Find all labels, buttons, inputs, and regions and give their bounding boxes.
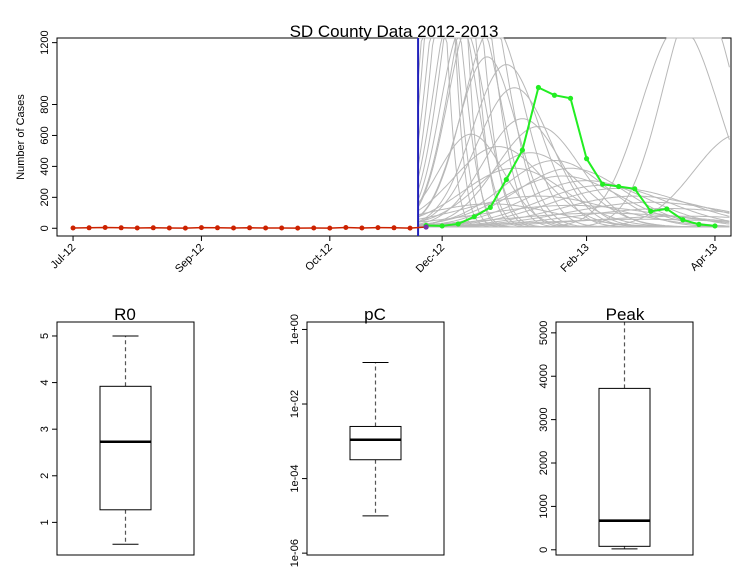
y-tick-label: 4 [39,380,51,386]
y-tick-label: 400 [39,157,51,175]
projected-point [503,176,509,183]
junction-point [423,224,429,230]
simulation-curve [417,64,730,228]
observed-point [279,225,285,231]
x-axis: Jul-12 Sep-12 Oct-12 Dec-12 Feb-13 Apr-13 [48,236,720,275]
projected-point [616,183,622,190]
projected-point [583,156,590,162]
y-tick-label: 3000 [538,407,550,431]
observed-point [343,224,349,230]
projected-point [455,221,461,227]
y-tick-label: 200 [39,188,51,206]
y-axis: 0 200 400 600 800 1200 [39,30,57,231]
time-series-panel: 0 200 400 600 800 1200 Jul-12 Sep-12 Oct-12 Dec-… [15,22,732,275]
simulation-curve [418,187,730,227]
y-tick-label: 1e+00 [289,314,301,345]
boxplot-title: R0 [114,305,136,324]
boxplot-frame [56,321,195,556]
observed-series [70,224,429,231]
simulation-curve [418,160,730,228]
y-tick-label: 5000 [538,321,550,345]
y-tick-label: 1e-02 [289,390,301,418]
observed-point [182,225,188,231]
projected-point [696,221,702,227]
projected-point [632,186,638,192]
observed-point [247,225,253,231]
projected-point [439,223,445,229]
y-tick-label: 4000 [538,364,550,388]
boxplot-title: pC [364,305,386,324]
boxplot-title: Peak [606,305,645,324]
projected-point [664,206,670,212]
y-tick-label: 1 [39,519,51,525]
y-tick-label: 800 [39,95,51,113]
x-tick-label: Apr-13 [688,242,720,274]
projected-series [423,84,718,230]
x-tick-label: Feb-13 [559,242,592,275]
observed-point [134,225,140,231]
observed-point [263,225,269,231]
y-tick-label: 3 [39,426,51,432]
iqr-box [99,385,152,511]
projected-point [712,223,718,229]
observed-point [391,225,397,231]
simulation-curve [418,195,730,227]
projected-point [487,204,493,210]
observed-point [231,225,237,231]
projected-point [535,84,542,91]
simulation-curve [418,218,730,227]
plot-frame [56,37,732,237]
observed-point [407,225,413,231]
simulation-curve [417,37,730,228]
boxplot-pc: pC 1e+00 1e-02 1e-04 1e-06 [289,305,445,567]
simulation-curve [418,203,730,228]
projected-point [648,208,654,214]
x-tick-label: Jul-12 [48,242,78,272]
y-tick-label: 2 [39,473,51,479]
y-tick-label: 2000 [538,451,550,475]
observed-point [214,225,220,231]
observed-point [118,225,124,231]
simulation-lines [417,37,730,228]
observed-point [70,225,76,231]
projected-point [551,92,558,98]
y-tick-label: 5 [39,333,51,339]
x-tick-label: Sep-12 [173,242,207,276]
y-axis-title: Number of Cases [15,94,27,180]
y-tick-label: 0 [39,225,51,231]
simulation-curve [418,167,730,227]
observed-point [375,225,381,231]
simulation-curve [417,133,730,228]
y-tick-label: 1e-06 [289,539,301,567]
y-tick-label: 1200 [39,30,51,54]
projected-point [567,95,574,101]
y-tick-label: 1e-04 [289,465,301,493]
x-tick-label: Dec-12 [414,242,448,276]
y-tick-label: 1000 [538,494,550,518]
boxplot-r0: R0 1 2 3 4 5 [39,305,195,556]
chart-title: SD County Data 2012-2013 [290,22,499,41]
boxplot-peak: Peak 0 1000 2000 3000 4000 5000 [538,305,694,556]
y-tick-label: 0 [538,547,550,553]
projected-point [600,181,606,187]
observed-point [295,225,301,231]
projected-point [680,217,686,223]
x-tick-label: Oct-12 [303,242,335,274]
observed-point [166,225,172,231]
projected-point [471,214,477,220]
iqr-box [598,387,651,547]
iqr-box [349,425,402,461]
boxplot-frame [306,321,445,556]
observed-point [327,225,333,231]
projected-point [519,147,525,153]
y-tick-label: 600 [39,126,51,144]
observed-point [359,225,365,231]
observed-point [102,224,108,230]
observed-point [86,225,92,231]
observed-point [198,225,204,231]
observed-point [150,225,156,231]
observed-point [311,225,317,231]
